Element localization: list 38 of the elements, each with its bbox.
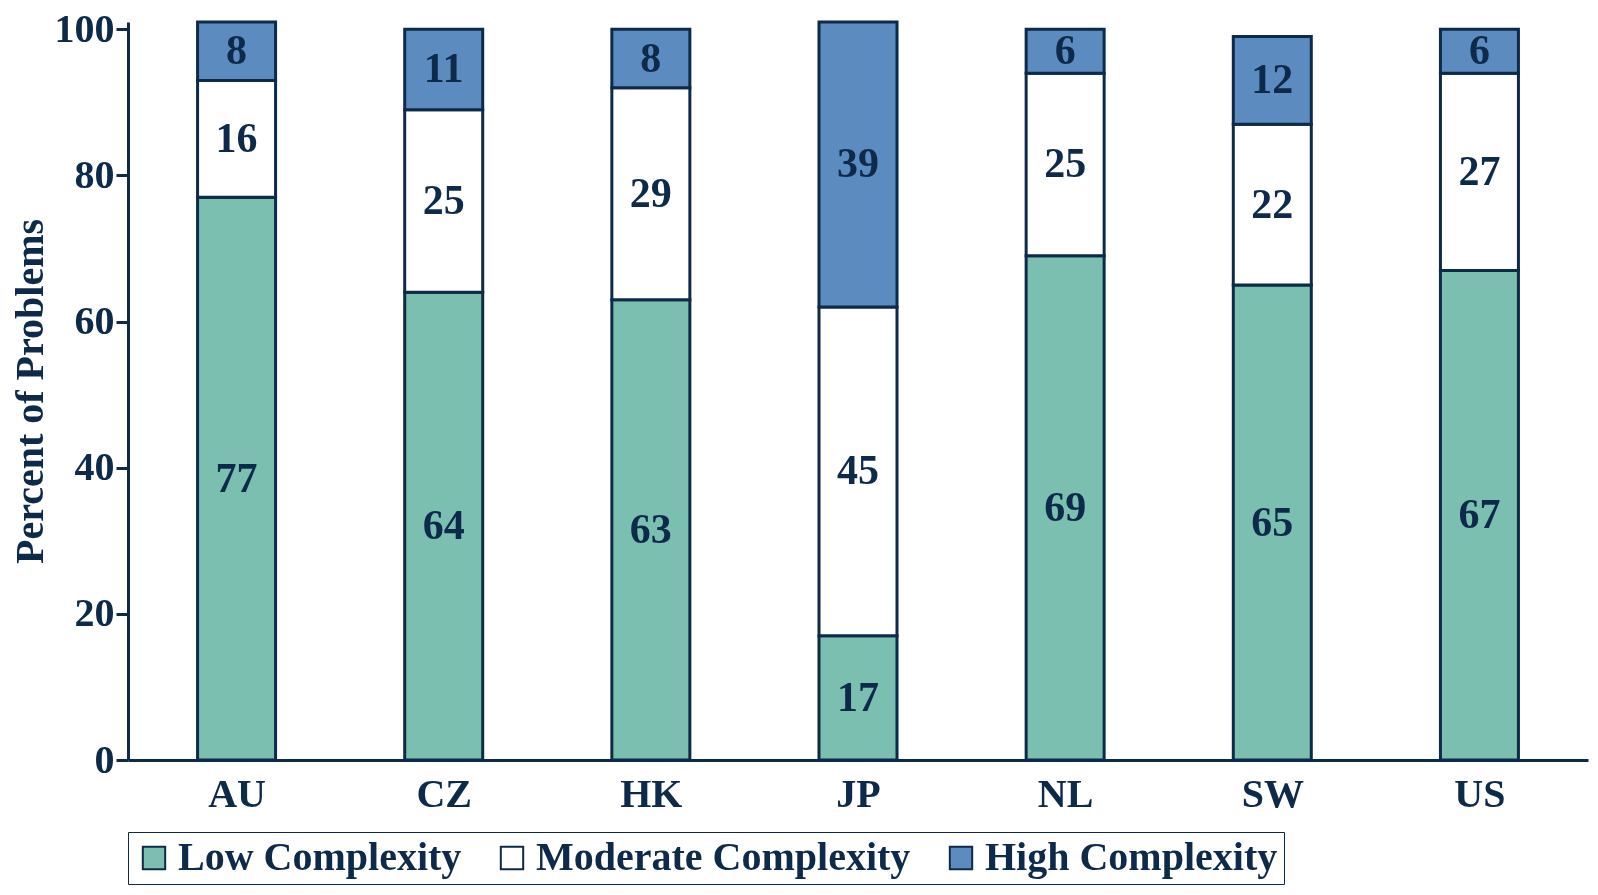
y-tick-label: 20 — [74, 590, 115, 636]
data-label: 6 — [1468, 27, 1490, 74]
data-label: 63 — [629, 505, 672, 552]
data-label: 65 — [1251, 498, 1294, 545]
y-tick-label: 40 — [74, 444, 115, 490]
data-label: 45 — [837, 447, 879, 494]
legend-label: Moderate Complexity — [536, 834, 911, 879]
x-tick-label: NL — [1037, 770, 1094, 816]
data-label: 39 — [837, 140, 879, 187]
y-axis-title: Percent of Problems — [6, 218, 52, 565]
y-tick-label: 80 — [74, 151, 115, 197]
data-label: 64 — [422, 502, 465, 549]
data-label: 22 — [1251, 180, 1294, 227]
data-label: 25 — [422, 177, 465, 224]
x-tick-label: HK — [620, 770, 683, 816]
data-label: 67 — [1458, 491, 1501, 538]
x-tick-label: AU — [208, 770, 266, 816]
legend-label: Low Complexity — [178, 834, 462, 879]
x-tick-label: JP — [836, 770, 881, 816]
data-label: 69 — [1044, 483, 1087, 530]
y-tick-label: 0 — [94, 736, 115, 782]
data-label: 11 — [423, 45, 464, 92]
x-tick-label: US — [1454, 770, 1506, 816]
data-label: 16 — [215, 114, 258, 161]
x-tick-label: SW — [1241, 770, 1304, 816]
data-label: 12 — [1251, 56, 1294, 103]
data-label: 17 — [837, 673, 879, 720]
data-label: 29 — [629, 169, 672, 216]
legend-label: High Complexity — [985, 834, 1278, 879]
data-label: 25 — [1044, 140, 1087, 187]
data-label: 6 — [1054, 27, 1076, 74]
data-label: 8 — [640, 34, 662, 81]
y-tick-label: 100 — [54, 5, 115, 51]
data-label: 8 — [226, 27, 248, 74]
y-tick-label: 60 — [74, 298, 115, 344]
data-label: 27 — [1458, 147, 1501, 194]
data-label: 77 — [215, 454, 258, 501]
x-tick-label: CZ — [416, 770, 472, 816]
